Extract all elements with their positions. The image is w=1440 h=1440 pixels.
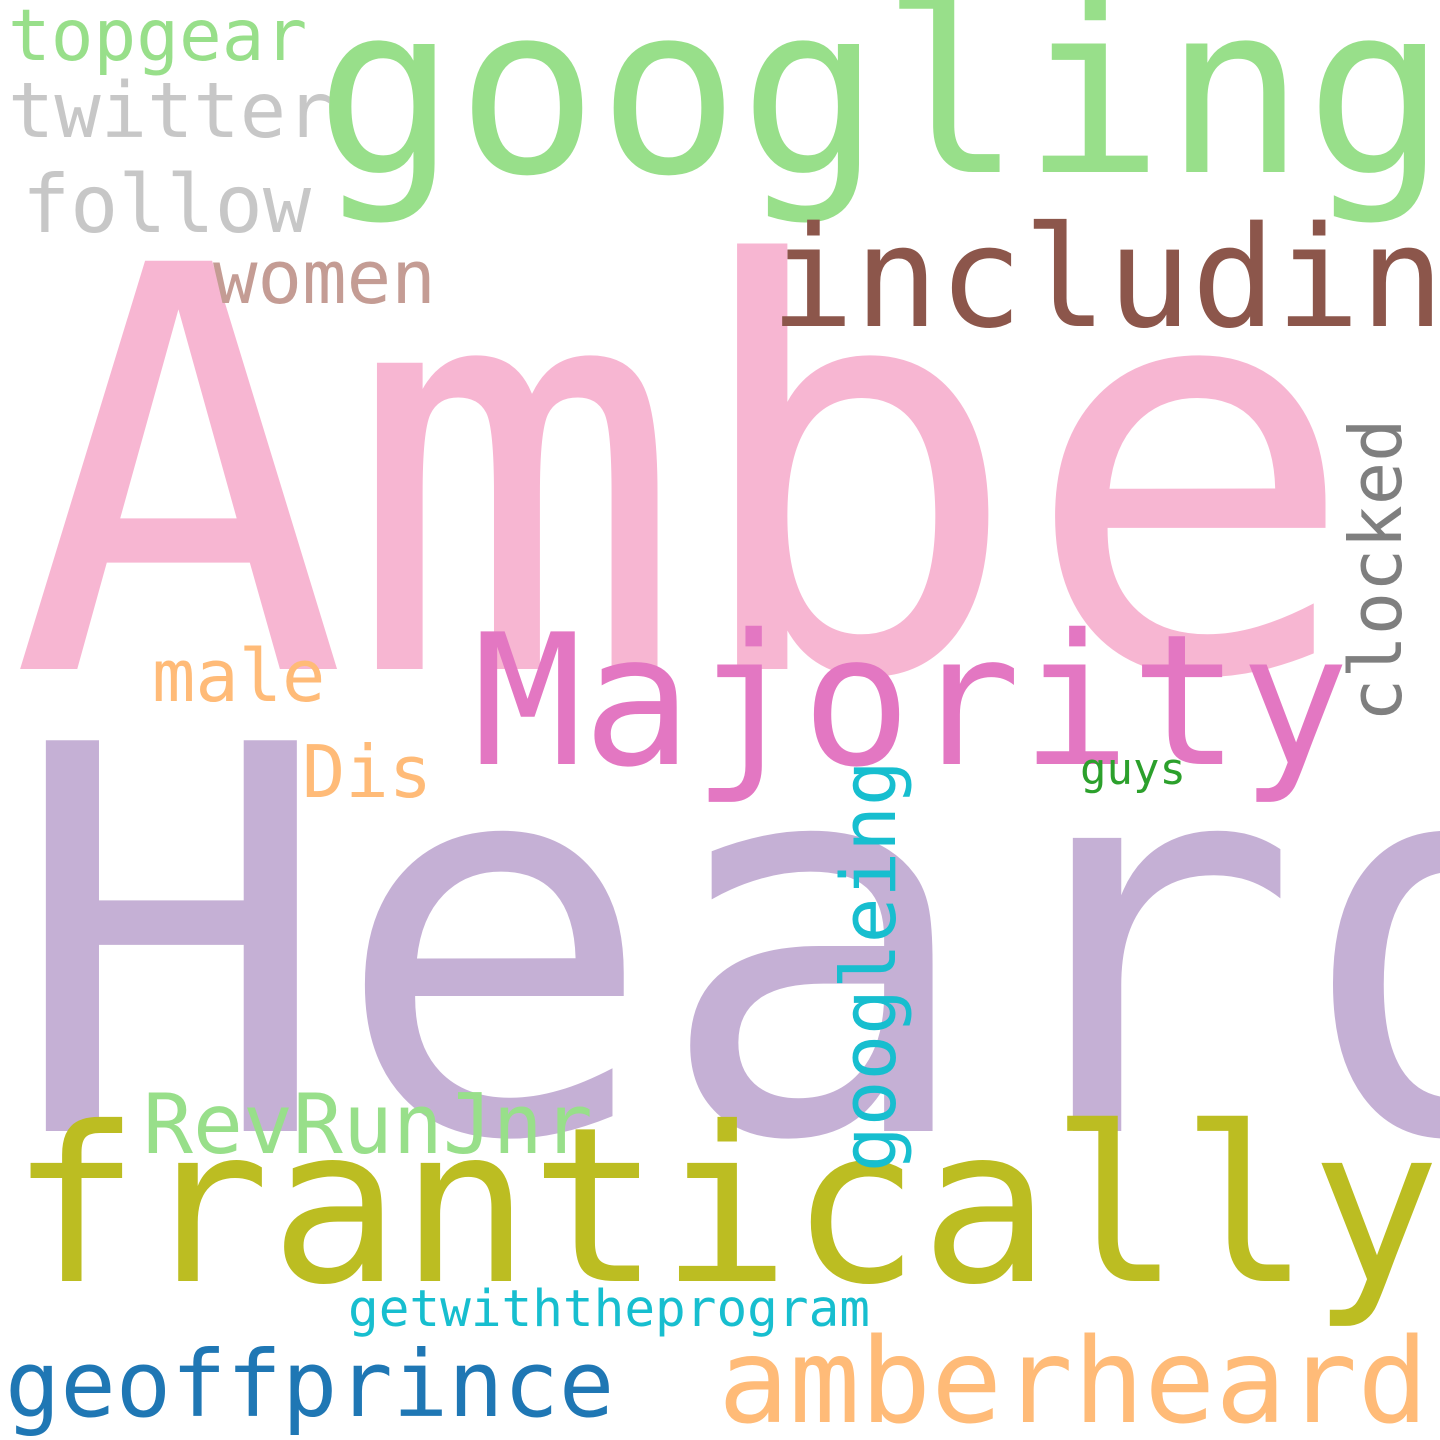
word-women: women (213, 235, 436, 321)
word-amber: Amber (10, 150, 1440, 802)
word-clocked: clocked (1334, 418, 1418, 722)
word-majority: Majority (473, 595, 1350, 807)
word-amberheard: amberheard (718, 1312, 1429, 1440)
word-dis: Dis (302, 730, 433, 814)
word-geoffprince: geoffprince (5, 1331, 615, 1438)
word-topgear: topgear (8, 0, 308, 77)
word-frantically: frantically (10, 1081, 1440, 1332)
word-heard: Heard (10, 634, 1440, 1258)
word-getwiththeprogram: getwiththeprogram (348, 1280, 870, 1339)
word-including: including (770, 197, 1440, 360)
word-male: male (152, 634, 326, 718)
word-follow: follow (22, 158, 311, 251)
word-guys: guys (1080, 744, 1186, 795)
word-revrunjnr: RevRunJnr (143, 1076, 593, 1173)
word-twitter: twitter (8, 67, 333, 156)
word-googling: googling (315, 0, 1440, 228)
word-googleing: googleing (824, 760, 913, 1172)
